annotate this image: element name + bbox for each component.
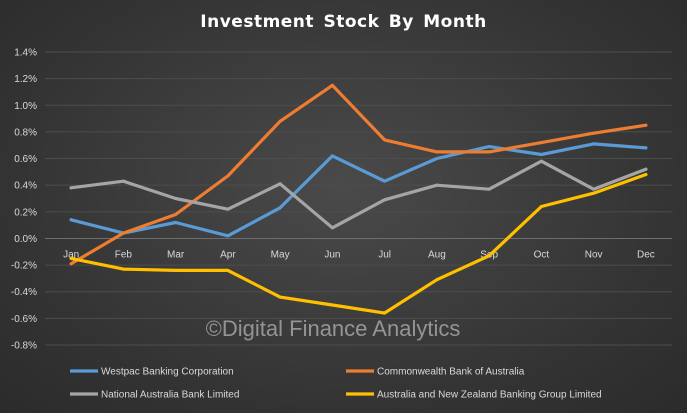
data-point — [226, 268, 230, 272]
data-point — [644, 167, 648, 171]
data-point — [121, 267, 125, 271]
data-point — [539, 159, 543, 163]
y-tick-label: -0.6% — [11, 314, 37, 325]
series-line — [69, 142, 648, 238]
legend-label: National Australia Bank Limited — [101, 390, 239, 401]
x-tick-label: Oct — [534, 249, 550, 260]
data-point — [539, 153, 543, 157]
legend-label: Australia and New Zealand Banking Group … — [377, 390, 602, 401]
data-point — [592, 191, 596, 195]
y-tick-label: -0.8% — [11, 341, 37, 352]
data-point — [435, 150, 439, 154]
data-point — [539, 141, 543, 145]
y-tick-label: 1.2% — [14, 74, 37, 85]
data-point — [330, 83, 334, 87]
y-tick-label: 0.6% — [14, 154, 37, 165]
data-point — [69, 186, 73, 190]
y-tick-label: 1.0% — [14, 101, 37, 112]
data-point — [383, 179, 387, 183]
data-point — [174, 197, 178, 200]
data-point — [278, 206, 282, 210]
data-point — [69, 256, 73, 260]
data-point — [278, 119, 282, 123]
data-point — [644, 173, 648, 177]
chart-title: Investment Stock By Month — [200, 12, 487, 32]
legend-label: Westpac Banking Corporation — [101, 367, 234, 378]
y-tick-label: 0.4% — [14, 181, 37, 192]
data-point — [121, 231, 125, 235]
x-tick-label: Jan — [63, 249, 79, 260]
data-point — [278, 182, 282, 186]
y-tick-label: 0.0% — [14, 234, 37, 245]
watermark-text: ©Digital Finance Analytics — [206, 316, 461, 341]
data-point — [226, 234, 230, 238]
data-point — [330, 303, 334, 307]
data-point — [383, 138, 387, 142]
data-point — [592, 131, 596, 135]
data-point — [278, 295, 282, 299]
x-tick-label: Dec — [637, 249, 655, 260]
data-point — [592, 187, 596, 191]
series-line — [69, 83, 648, 266]
data-point — [487, 150, 491, 154]
x-tick-label: Mar — [167, 249, 185, 260]
data-point — [226, 207, 230, 211]
x-tick-label: Apr — [220, 249, 236, 260]
data-point — [644, 146, 648, 150]
data-point — [487, 254, 491, 258]
data-point — [330, 154, 334, 158]
data-point — [383, 198, 387, 202]
data-point — [592, 142, 596, 146]
data-point — [121, 179, 125, 183]
data-point — [174, 268, 178, 272]
data-point — [174, 212, 178, 216]
x-tick-label: Jun — [324, 249, 340, 260]
x-tick-label: Feb — [115, 249, 133, 260]
x-tick-label: Aug — [428, 249, 446, 260]
data-point — [174, 220, 178, 224]
data-point — [69, 262, 73, 266]
series-line — [69, 159, 648, 230]
data-point — [69, 218, 73, 222]
data-point — [644, 123, 648, 127]
y-tick-label: -0.4% — [11, 287, 37, 298]
data-point — [435, 278, 439, 282]
x-tick-label: Jul — [378, 249, 391, 260]
x-tick-label: Nov — [585, 249, 603, 260]
legend-label: Commonwealth Bank of Australia — [377, 367, 525, 378]
y-tick-label: 0.8% — [14, 127, 37, 138]
data-point — [435, 183, 439, 187]
data-point — [539, 204, 543, 208]
data-point — [487, 187, 491, 191]
x-tick-label: May — [271, 249, 290, 260]
data-point — [383, 311, 387, 315]
data-point — [226, 174, 230, 178]
y-tick-label: 1.4% — [14, 48, 37, 59]
data-point — [435, 157, 439, 161]
series-line — [69, 172, 648, 315]
data-point — [487, 145, 491, 149]
y-tick-label: -0.2% — [11, 261, 37, 272]
y-tick-label: 0.2% — [14, 207, 37, 218]
data-point — [330, 226, 334, 230]
